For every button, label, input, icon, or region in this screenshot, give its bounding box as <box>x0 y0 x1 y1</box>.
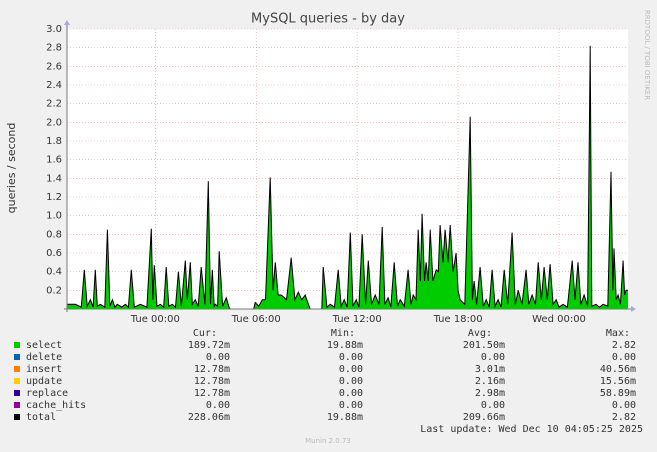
y-tick-label: 0.2 <box>46 285 62 296</box>
y-tick-label: 1.8 <box>46 136 62 147</box>
legend-value: 0.00 <box>612 352 636 363</box>
legend-value: 2.16m <box>475 376 505 387</box>
legend-value: 189.72m <box>188 340 230 351</box>
y-tick-label: 2.8 <box>46 43 62 54</box>
legend-value: 0.00 <box>612 400 636 411</box>
legend-value: 201.50m <box>463 340 505 351</box>
legend-value: 0.00 <box>339 388 363 399</box>
legend-value: 0.00 <box>481 352 505 363</box>
legend-value: 12.78m <box>194 376 230 387</box>
y-tick-label: 2.0 <box>46 117 62 128</box>
legend-value: 2.82 <box>612 412 636 423</box>
y-tick-label: 3.0 <box>46 24 62 35</box>
y-tick-label: 1.2 <box>46 192 62 203</box>
legend-value: 2.82 <box>612 340 636 351</box>
plot-area <box>67 29 628 309</box>
legend-value: 0.00 <box>206 400 230 411</box>
x-axis-arrow <box>631 306 636 312</box>
column-header: Avg: <box>468 328 492 339</box>
footer: Munin 2.0.73 <box>305 437 351 445</box>
y-axis-arrow <box>64 20 70 25</box>
y-tick-label: 0.6 <box>46 248 62 259</box>
legend-label: select <box>26 340 62 351</box>
legend-swatch <box>14 366 20 372</box>
y-tick-label: 2.6 <box>46 61 62 72</box>
legend-swatch <box>14 378 20 384</box>
area <box>67 45 628 310</box>
legend-value: 15.56m <box>600 376 636 387</box>
x-tick-label: Tue 18:00 <box>433 314 483 325</box>
x-tick-label: Tue 12:00 <box>332 314 382 325</box>
column-header: Min: <box>331 328 355 339</box>
watermark: RRDTOOL / TOBI OETIKER <box>643 10 651 100</box>
y-tick-label: 0.8 <box>46 229 62 240</box>
legend-swatch <box>14 354 20 360</box>
legend-value: 19.88m <box>327 340 363 351</box>
legend-value: 2.98m <box>475 388 505 399</box>
legend-label: total <box>26 412 56 423</box>
legend-value: 209.66m <box>463 412 505 423</box>
chart-title: MySQL queries - by day <box>251 12 405 27</box>
legend-swatch <box>14 414 20 420</box>
legend-label: delete <box>26 352 62 363</box>
column-header: Max: <box>606 328 630 339</box>
y-tick-label: 1.6 <box>46 155 62 166</box>
line <box>67 45 628 310</box>
legend-value: 0.00 <box>339 364 363 375</box>
legend-value: 12.78m <box>194 388 230 399</box>
legend-value: 0.00 <box>339 352 363 363</box>
legend-swatch <box>14 390 20 396</box>
legend-value: 19.88m <box>327 412 363 423</box>
y-tick-label: 2.4 <box>46 80 62 91</box>
x-tick-label: Tue 00:00 <box>130 314 180 325</box>
legend-swatch <box>14 402 20 408</box>
legend-value: 3.01m <box>475 364 505 375</box>
y-tick-label: 1.4 <box>46 173 62 184</box>
x-tick-label: Tue 06:00 <box>231 314 281 325</box>
legend-value: 228.06m <box>188 412 230 423</box>
y-tick-label: 0.4 <box>46 267 62 278</box>
legend-value: 0.00 <box>339 376 363 387</box>
legend-value: 12.78m <box>194 364 230 375</box>
y-tick-label: 1.0 <box>46 211 62 222</box>
y-axis-label: queries / second <box>5 123 18 214</box>
y-tick-label: 2.2 <box>46 99 62 110</box>
legend-value: 58.89m <box>600 388 636 399</box>
legend-label: insert <box>26 364 62 375</box>
legend-value: 40.56m <box>600 364 636 375</box>
last-update: Last update: Wed Dec 10 04:05:25 2025 <box>420 424 643 435</box>
column-header: Cur: <box>193 328 217 339</box>
legend-label: update <box>26 376 62 387</box>
legend-swatch <box>14 342 20 348</box>
x-tick-label: Wed 00:00 <box>532 314 586 325</box>
legend-value: 0.00 <box>339 400 363 411</box>
legend-label: cache_hits <box>26 400 86 411</box>
legend-label: replace <box>26 388 68 399</box>
legend-value: 0.00 <box>206 352 230 363</box>
legend-value: 0.00 <box>481 400 505 411</box>
